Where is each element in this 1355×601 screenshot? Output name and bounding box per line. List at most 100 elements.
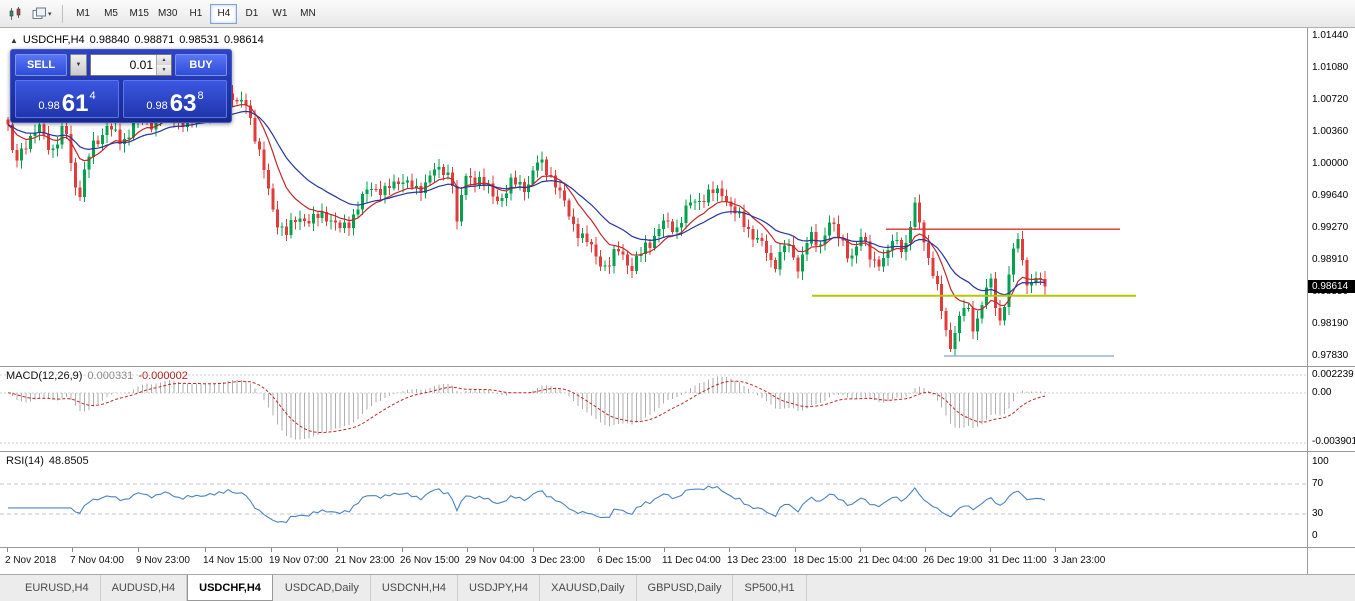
axis-label: 0 — [1312, 530, 1318, 541]
order-type-dropdown[interactable]: ▼ — [70, 54, 87, 76]
ohlc-high: 0.98871 — [134, 34, 175, 46]
time-tick — [72, 548, 73, 552]
time-tick — [337, 548, 338, 552]
chart-title: ▲ USDCHF,H4 0.98840 0.98871 0.98531 0.98614 — [10, 34, 269, 46]
lot-size-input[interactable] — [91, 55, 156, 75]
ohlc-close: 0.98614 — [223, 34, 264, 46]
time-axis-label: 3 Jan 23:00 — [1053, 555, 1106, 566]
symbol-tab-xauusd[interactable]: XAUUSD,Daily — [540, 575, 637, 601]
oneclick-collapse-arrow[interactable]: ▲ — [10, 36, 18, 45]
buy-button[interactable]: BUY — [175, 54, 227, 76]
time-axis-label: 29 Nov 04:00 — [465, 555, 525, 566]
axis-label: 0.99270 — [1312, 222, 1349, 234]
macd-name: MACD(12,26,9) — [6, 370, 83, 382]
axis-label: 0.98190 — [1312, 318, 1349, 330]
ohlc-low: 0.98531 — [179, 34, 219, 46]
axis-label: 0.97830 — [1312, 350, 1349, 361]
chart-window-dropdown-button[interactable]: ▾ — [29, 3, 55, 25]
symbol-tab-gbpusd[interactable]: GBPUSD,Daily — [637, 575, 734, 601]
timeframe-button-h1[interactable]: H1 — [182, 4, 209, 24]
price-chart-panel: ▲ USDCHF,H4 0.98840 0.98871 0.98531 0.98614 S… — [0, 28, 1355, 366]
lot-increase-button[interactable]: ▲ — [157, 55, 171, 65]
symbol-tab-usdjpy[interactable]: USDJPY,H4 — [458, 575, 541, 601]
time-axis-label: 26 Dec 19:00 — [923, 555, 983, 566]
symbol-tab-usdcad[interactable]: USDCAD,Daily — [274, 575, 371, 601]
macd-label: MACD(12,26,9) 0.000331 -0.000002 — [6, 370, 193, 382]
chart-windows-icon — [32, 7, 46, 19]
axis-label: 1.00720 — [1312, 93, 1349, 105]
buy-price-big: 63 — [169, 90, 197, 117]
macd-panel: MACD(12,26,9) 0.000331 -0.000002 0.002239 0… — [0, 367, 1355, 451]
symbol-tab-usdchf[interactable]: USDCHF,H4 — [187, 575, 273, 601]
axis-label: 0.002239 — [1312, 369, 1354, 380]
time-axis-label: 3 Dec 23:00 — [531, 555, 585, 566]
tabs-list: EURUSD,H4 AUDUSD,H4 USDCHF,H4 USDCAD,Daily U… — [14, 575, 807, 601]
timeframe-button-m1[interactable]: M1 — [70, 4, 97, 24]
timeframe-button-h4[interactable]: H4 — [210, 3, 238, 24]
time-axis-label: 2 Nov 2018 — [5, 555, 57, 566]
time-axis-label: 13 Dec 23:00 — [727, 555, 787, 566]
candlestick-chart-icon[interactable] — [3, 3, 27, 25]
caret-down-icon: ▾ — [48, 10, 52, 18]
one-click-trading-panel: SELL ▼ ▲ ▼ BUY 0.98614 — [10, 49, 232, 123]
time-tick — [860, 548, 861, 552]
time-tick — [467, 548, 468, 552]
symbol-tab-eurusd[interactable]: EURUSD,H4 — [14, 575, 101, 601]
panel-splitter[interactable] — [0, 547, 1355, 548]
chart-symbol-period: USDCHF,H4 — [22, 34, 85, 46]
lot-decrease-button[interactable]: ▼ — [157, 65, 171, 75]
timeframe-button-mn[interactable]: MN — [294, 4, 321, 24]
panel-splitter[interactable] — [0, 451, 1355, 452]
lot-size-field: ▲ ▼ — [90, 54, 172, 76]
timeframe-button-w1[interactable]: W1 — [266, 4, 293, 24]
lot-spinner: ▲ ▼ — [156, 55, 171, 75]
rsi-label: RSI(14) 48.8505 — [6, 455, 94, 467]
time-axis-label: 31 Dec 11:00 — [988, 555, 1047, 566]
time-axis-label: 26 Nov 15:00 — [400, 555, 460, 566]
buy-price-display[interactable]: 0.98 63 8 — [123, 80, 227, 118]
rsi-canvas[interactable] — [0, 452, 1307, 547]
symbol-tab-audusd[interactable]: AUDUSD,H4 — [101, 575, 188, 601]
time-tick — [271, 548, 272, 552]
time-axis-label: 9 Nov 23:00 — [136, 555, 190, 566]
macd-canvas[interactable] — [0, 367, 1307, 451]
timeframe-button-m5[interactable]: M5 — [98, 4, 125, 24]
time-axis-label: 21 Dec 04:00 — [858, 555, 918, 566]
time-tick — [729, 548, 730, 552]
time-tick — [533, 548, 534, 552]
sell-price-big: 61 — [61, 90, 89, 117]
time-tick — [1055, 548, 1056, 552]
time-tick — [925, 548, 926, 552]
rsi-value: 48.8505 — [48, 455, 89, 467]
top-toolbar: ▾ M1 M5 M15 M30 H1 H4 D1 W1 MN — [0, 0, 1355, 28]
macd-main-value: 0.000331 — [87, 370, 134, 382]
axis-label: 0.98910 — [1312, 254, 1349, 266]
timeframe-button-group: M1 M5 M15 M30 H1 H4 D1 W1 MN — [70, 3, 322, 24]
timeframe-button-m15[interactable]: M15 — [126, 4, 153, 24]
macd-signal-value: -0.000002 — [138, 370, 188, 382]
timeframe-button-d1[interactable]: D1 — [238, 4, 265, 24]
time-axis-label: 18 Dec 15:00 — [793, 555, 853, 566]
chart-tabs-bar: EURUSD,H4 AUDUSD,H4 USDCHF,H4 USDCAD,Daily U… — [0, 574, 1355, 601]
time-tick — [138, 548, 139, 552]
time-tick — [795, 548, 796, 552]
sell-price-prefix: 0.98 — [38, 100, 60, 112]
rsi-axis[interactable]: 100 70 30 0 — [1308, 452, 1355, 547]
axis-label: 1.01440 — [1312, 30, 1349, 41]
axis-label: 30 — [1312, 507, 1324, 519]
rsi-name: RSI(14) — [6, 455, 44, 467]
panel-splitter[interactable] — [0, 366, 1355, 367]
symbol-tab-usdcnh[interactable]: USDCNH,H4 — [371, 575, 459, 601]
sell-price-pip: 4 — [89, 90, 96, 102]
ohlc-open: 0.98840 — [89, 34, 130, 46]
macd-axis[interactable]: 0.002239 0.00 -0.003901 — [1308, 367, 1355, 451]
sell-button[interactable]: SELL — [15, 54, 67, 76]
timeframe-button-m30[interactable]: M30 — [154, 4, 181, 24]
axis-label: 1.00360 — [1312, 125, 1349, 137]
price-axis[interactable]: 1.01440 1.01080 1.00720 1.00360 1.00000 0.996… — [1308, 28, 1355, 366]
sell-price-display[interactable]: 0.98 61 4 — [15, 80, 119, 118]
time-axis-label: 6 Dec 15:00 — [597, 555, 651, 566]
symbol-tab-sp500[interactable]: SP500,H1 — [733, 575, 807, 601]
time-axis[interactable]: 2 Nov 2018 7 Nov 04:00 9 Nov 23:00 14 Nov 1… — [0, 548, 1307, 574]
